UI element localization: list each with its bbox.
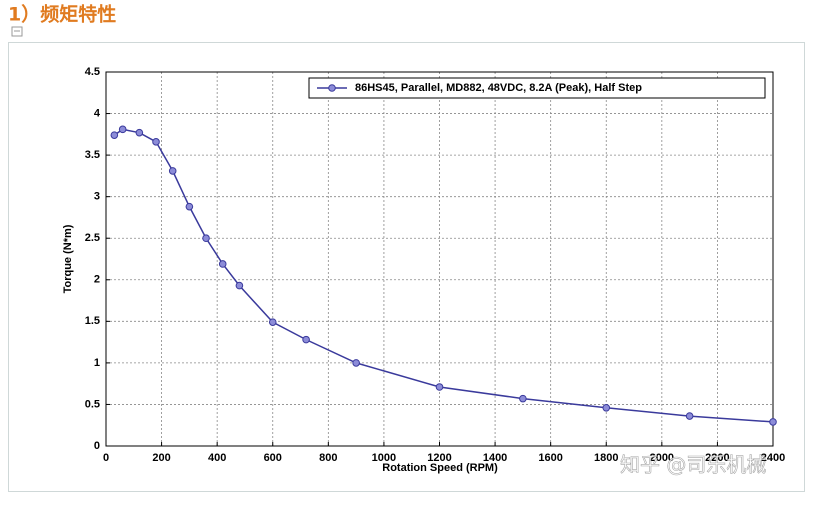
marker [152, 138, 160, 146]
y-tick-label: 2 [94, 274, 100, 286]
legend-box [308, 77, 766, 99]
x-tick-label: 2400 [761, 452, 785, 464]
plot-border [105, 71, 774, 447]
x-tick-label: 1000 [372, 452, 396, 464]
x-tick-label: 2000 [650, 452, 674, 464]
watermark: 知乎 @司乐机械 [620, 453, 766, 477]
x-tick-label: 800 [319, 452, 337, 464]
marker [110, 131, 119, 139]
x-tick-label: 2200 [705, 452, 729, 464]
x-tick-label: 400 [208, 452, 226, 464]
marker [185, 202, 194, 211]
marker [202, 234, 210, 243]
marker [118, 125, 127, 134]
x-tick-label: 1600 [538, 452, 562, 464]
legend-marker [328, 84, 336, 92]
heading: 1）频矩特性 [8, 3, 116, 26]
marker [519, 394, 527, 403]
y-tick-label: 2.5 [85, 232, 100, 244]
marker [769, 418, 777, 426]
y-axis-label: Torque (N*m) [62, 224, 74, 293]
marker [602, 403, 611, 412]
x-tick-label: 600 [264, 452, 282, 464]
x-tick-label: 0 [103, 452, 109, 464]
marker [685, 412, 694, 420]
x-tick-label: 1400 [483, 452, 507, 464]
x-tick-label: 200 [152, 452, 170, 464]
x-axis-label: Rotation Speed (RPM) [382, 462, 498, 474]
marker [168, 167, 177, 175]
legend-label: 86HS45, Parallel, MD882, 48VDC, 8.2A (Pe… [355, 82, 642, 94]
marker [268, 318, 277, 326]
x-tick-label: 1200 [427, 452, 451, 464]
marker [352, 359, 360, 367]
y-tick-label: 4.5 [85, 66, 100, 78]
x-tick-label: 1800 [594, 452, 618, 464]
y-tick-label: 1 [94, 357, 100, 369]
marker [235, 281, 244, 290]
y-tick-label: 3.5 [85, 149, 100, 161]
marker [135, 128, 144, 137]
y-tick-label: 0.5 [85, 398, 100, 410]
marker [218, 260, 227, 268]
icon [11, 26, 23, 37]
y-tick-label: 4 [94, 107, 101, 119]
y-tick-label: 1.5 [85, 315, 100, 327]
marker [435, 383, 444, 391]
plot: 0 0.5 1 1.5 2 2.5 3 3.5 4 4.5 0 200 400 600 800 1000 120… [85, 66, 786, 464]
y-tick-label: 0 [94, 440, 100, 452]
marker [302, 335, 310, 344]
y-tick-label: 3 [94, 191, 100, 203]
legend: 86HS45, Parallel, MD882, 48VDC, 8.2A (Pe… [308, 77, 766, 99]
